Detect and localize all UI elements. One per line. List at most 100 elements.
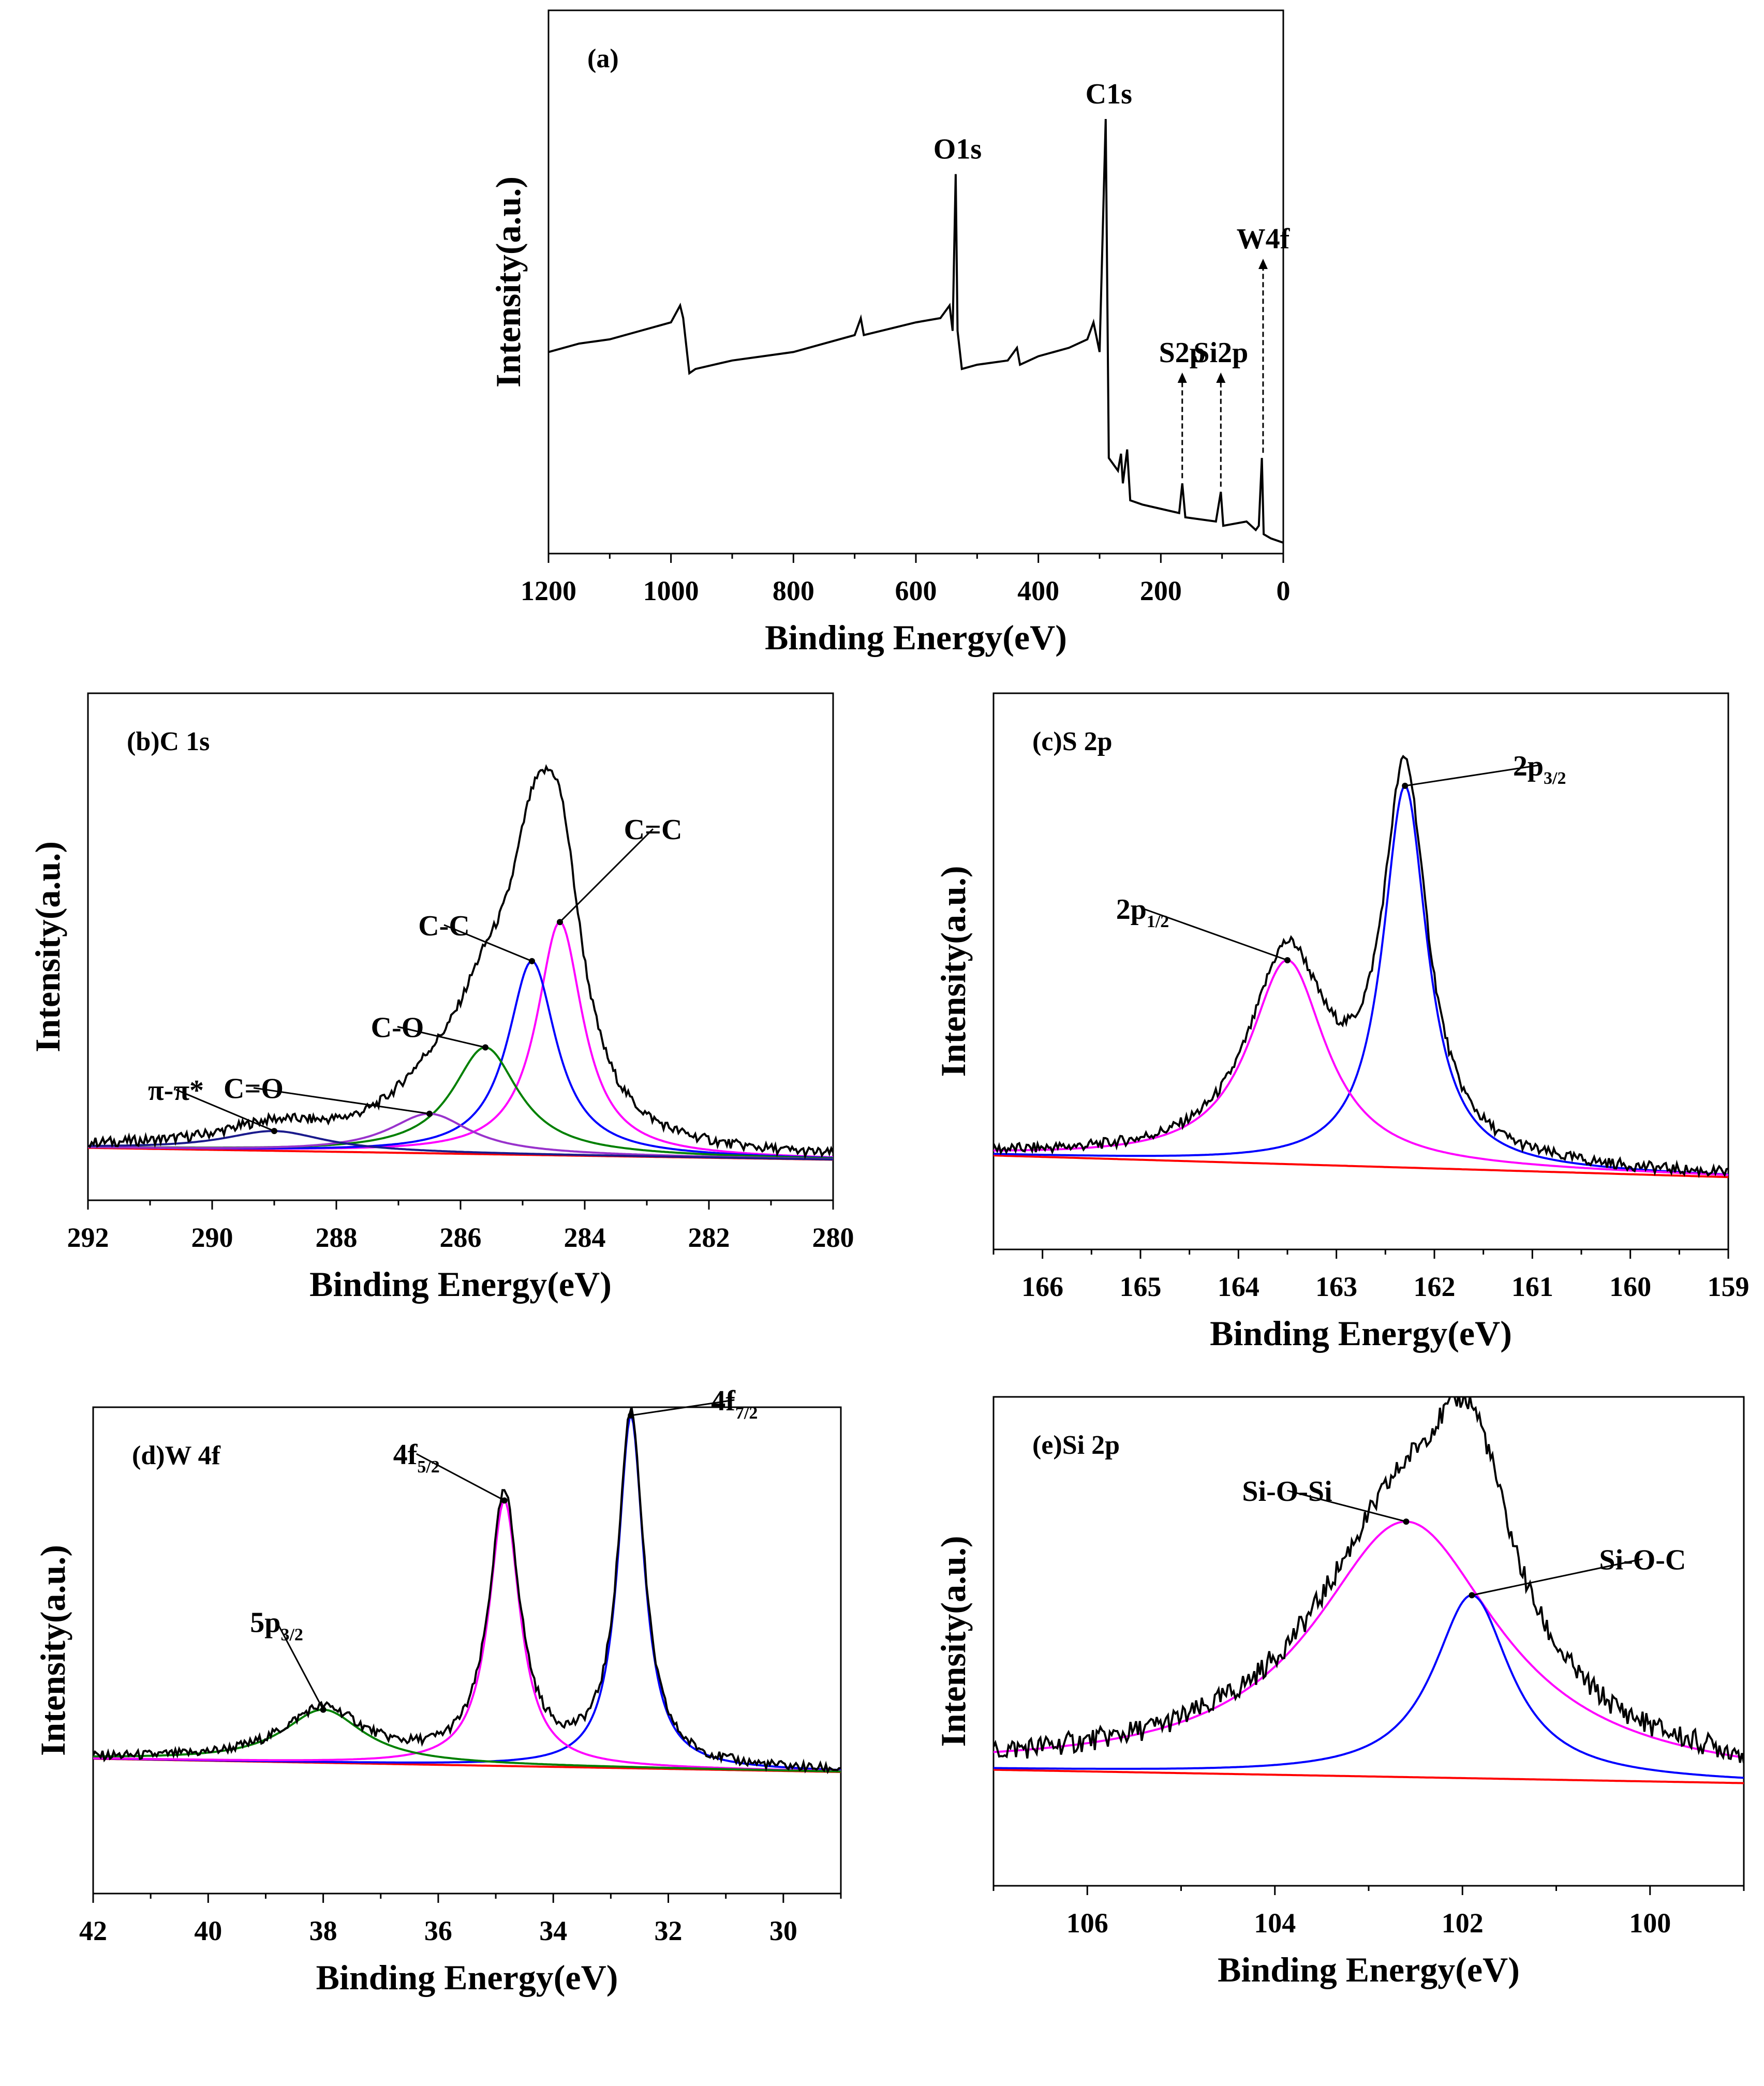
annotation-arrow-d-0 xyxy=(631,1399,735,1417)
x-tick-label-e: 104 xyxy=(1254,1908,1296,1939)
annotation-arrow-head-b-0 xyxy=(557,919,563,926)
y-axis-title-d: Intensity(a.u.) xyxy=(33,1545,72,1756)
panel-b: 292 290 288 286 284 282 280 Binding Energy(eV) I… xyxy=(28,692,854,1304)
peak-label-b-3: C=O xyxy=(224,1073,284,1105)
x-axis-title-a: Binding Energy(eV) xyxy=(765,618,1067,657)
annotation-arrow-c-0 xyxy=(1404,764,1540,787)
plot-area-e xyxy=(994,1397,1744,1784)
x-tick-label-d: 34 xyxy=(539,1915,567,1946)
panel-a: 1200 1000 800 600 400 200 0 Binding Energy(eV) I… xyxy=(488,9,1291,657)
plot-area-b xyxy=(88,764,833,1161)
x-tick-label-a: 800 xyxy=(773,575,814,606)
y-axis-title-e: Intensity(a.u.) xyxy=(933,1536,973,1747)
x-tick-label-c: 164 xyxy=(1218,1271,1259,1302)
panel-c: 166 165 164 163 162 161 160 159 Binding Energy(e… xyxy=(933,692,1750,1353)
x-tick-label-d: 38 xyxy=(309,1915,337,1946)
x-tick-label-a: 400 xyxy=(1017,575,1059,606)
x-tick-label-a: 1000 xyxy=(643,575,699,606)
y-axis-title-c: Intensity(a.u.) xyxy=(933,866,973,1077)
x-tick-label-e: 106 xyxy=(1066,1908,1108,1939)
component-π-π* xyxy=(88,1130,833,1161)
x-tick-label-d: 30 xyxy=(769,1915,797,1946)
x-tick-label-c: 160 xyxy=(1609,1271,1651,1302)
panel-e: 106 104 102 100 Binding Energy(eV) Intensity(… xyxy=(933,1396,1745,1989)
panel-label-e: (e)Si 2p xyxy=(1032,1431,1120,1460)
annotation-arrow-b-1 xyxy=(443,924,532,962)
peak-label-Si2p: Si2p xyxy=(1193,337,1248,369)
x-tick-label-b: 292 xyxy=(67,1222,109,1253)
annotation-arrow-d-1 xyxy=(416,1453,505,1501)
peak-label-S2p: S2p xyxy=(1159,337,1206,369)
x-tick-label-c: 165 xyxy=(1120,1271,1162,1302)
panel-label-b: (b)C 1s xyxy=(127,727,210,756)
x-tick-label-d: 32 xyxy=(655,1915,683,1946)
peak-label-O1s: O1s xyxy=(933,133,982,165)
component-Si-O-C xyxy=(994,1594,1744,1779)
peak-label-sub-c-0: 3/2 xyxy=(1544,769,1566,788)
annotation-arrow-b-2 xyxy=(397,1026,486,1048)
annotation-arrow-head-b-3 xyxy=(426,1110,433,1117)
arrow-head-S2p xyxy=(1177,373,1187,383)
annotation-arrow-e-0 xyxy=(1287,1489,1406,1523)
measured-line-b xyxy=(88,764,833,1159)
peak-label-sub-d-0: 7/2 xyxy=(735,1404,758,1423)
survey-line xyxy=(549,118,1283,544)
peak-label-b-2: C-O xyxy=(371,1012,424,1044)
x-tick-label-a: 0 xyxy=(1277,575,1291,606)
measured-line-d xyxy=(93,1407,841,1775)
x-axis-title-b: Binding Energy(eV) xyxy=(309,1264,612,1304)
annotation-arrow-c-1 xyxy=(1142,907,1288,961)
x-tick-label-c: 162 xyxy=(1414,1271,1456,1302)
annotation-arrow-b-3 xyxy=(253,1087,430,1115)
x-tick-label-a: 600 xyxy=(895,575,937,606)
x-tick-label-b: 280 xyxy=(812,1222,854,1253)
x-tick-label-d: 42 xyxy=(79,1915,107,1946)
x-tick-label-c: 161 xyxy=(1511,1271,1553,1302)
annotation-arrow-head-b-1 xyxy=(529,958,535,964)
annotation-arrow-b-4 xyxy=(175,1089,275,1132)
x-tick-label-c: 163 xyxy=(1315,1271,1357,1302)
peak-label-C1s: C1s xyxy=(1086,78,1132,110)
x-axis-title-e: Binding Energy(eV) xyxy=(1218,1950,1520,1989)
annotation-arrow-head-d-2 xyxy=(320,1706,327,1713)
panel-label-a: (a) xyxy=(587,44,619,73)
x-tick-label-a: 200 xyxy=(1140,575,1182,606)
plot-area-a xyxy=(549,118,1283,544)
x-tick-label-d: 40 xyxy=(194,1915,222,1946)
x-axis-title-c: Binding Energy(eV) xyxy=(1210,1314,1512,1353)
peak-label-W4f: W4f xyxy=(1237,223,1291,255)
x-tick-label-b: 286 xyxy=(440,1222,482,1253)
plot-frame-c xyxy=(992,692,1729,1250)
x-tick-label-b: 284 xyxy=(564,1222,606,1253)
annotation-arrow-head-b-4 xyxy=(271,1128,277,1135)
y-axis-title-a: Intensity(a.u.) xyxy=(488,176,528,388)
x-axis-title-d: Binding Energy(eV) xyxy=(316,1958,618,1997)
x-tick-label-b: 282 xyxy=(688,1222,730,1253)
plot-area-c xyxy=(994,754,1728,1179)
annotation-arrow-d-2 xyxy=(276,1621,324,1710)
annotation-arrow-head-b-2 xyxy=(482,1044,488,1051)
measured-line-c xyxy=(994,754,1728,1179)
annotation-arrow-head-e-1 xyxy=(1469,1592,1475,1599)
peak-label-d-1: 4f5/2 xyxy=(393,1439,440,1477)
annotation-arrow-head-c-0 xyxy=(1402,782,1409,789)
annotation-arrow-head-d-1 xyxy=(501,1497,508,1504)
x-tick-label-c: 166 xyxy=(1021,1271,1063,1302)
annotation-arrow-head-c-1 xyxy=(1284,957,1291,963)
x-tick-label-a: 1200 xyxy=(521,575,576,606)
peak-label-b-1: C-C xyxy=(418,910,470,942)
plot-area-d xyxy=(93,1407,841,1775)
peak-label-b-4: π-π* xyxy=(148,1075,204,1107)
component-4f5/2 xyxy=(93,1498,841,1772)
measured-line-e xyxy=(994,1397,1744,1763)
panel-d: 42 40 38 36 34 32 30 Binding Energy(eV) Intensit… xyxy=(33,1385,842,1997)
x-tick-label-b: 288 xyxy=(316,1222,358,1253)
arrow-head-Si2p xyxy=(1216,373,1226,383)
background-line-c xyxy=(994,1154,1728,1179)
component-Si-O-Si xyxy=(994,1521,1744,1759)
background-line-e xyxy=(994,1768,1744,1784)
y-axis-title-b: Intensity(a.u.) xyxy=(28,841,67,1052)
x-tick-label-e: 102 xyxy=(1442,1908,1484,1939)
